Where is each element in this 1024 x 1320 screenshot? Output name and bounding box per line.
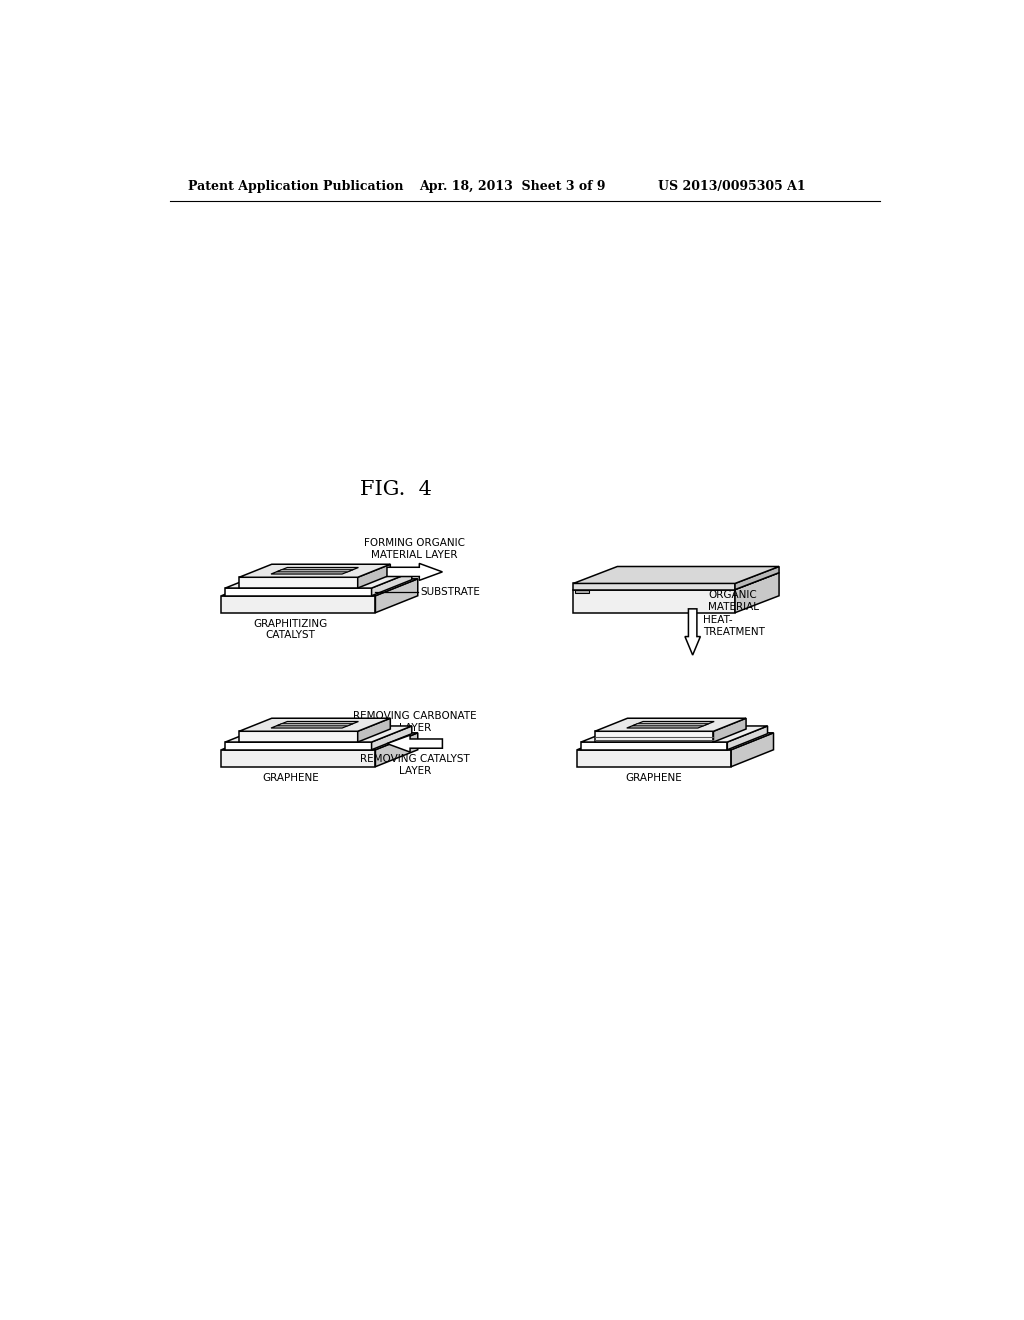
Polygon shape bbox=[595, 731, 714, 742]
Polygon shape bbox=[595, 718, 746, 731]
Polygon shape bbox=[372, 572, 412, 595]
Polygon shape bbox=[276, 570, 353, 572]
Text: FORMING ORGANIC
MATERIAL LAYER: FORMING ORGANIC MATERIAL LAYER bbox=[365, 539, 465, 560]
Text: REMOVING CARBONATE
LAYER: REMOVING CARBONATE LAYER bbox=[353, 711, 476, 733]
Polygon shape bbox=[376, 733, 418, 767]
Polygon shape bbox=[632, 723, 709, 726]
Polygon shape bbox=[240, 718, 390, 731]
Text: FIG.  4: FIG. 4 bbox=[360, 480, 432, 499]
Polygon shape bbox=[581, 726, 768, 742]
Polygon shape bbox=[271, 722, 358, 729]
Polygon shape bbox=[578, 733, 773, 750]
Polygon shape bbox=[387, 564, 442, 581]
Polygon shape bbox=[357, 718, 390, 742]
Text: GRAPHENE: GRAPHENE bbox=[626, 774, 683, 783]
Polygon shape bbox=[240, 564, 390, 577]
Polygon shape bbox=[573, 590, 735, 612]
Polygon shape bbox=[240, 577, 357, 589]
Text: Apr. 18, 2013  Sheet 3 of 9: Apr. 18, 2013 Sheet 3 of 9 bbox=[419, 181, 606, 194]
Text: HEAT-
TREATMENT: HEAT- TREATMENT bbox=[703, 615, 765, 636]
Polygon shape bbox=[225, 742, 372, 750]
Text: GRAPHENE: GRAPHENE bbox=[262, 774, 319, 783]
Polygon shape bbox=[581, 742, 727, 750]
Text: ORGANIC
MATERIAL: ORGANIC MATERIAL bbox=[708, 590, 759, 612]
Polygon shape bbox=[714, 718, 746, 742]
Text: US 2013/0095305 A1: US 2013/0095305 A1 bbox=[658, 181, 806, 194]
Polygon shape bbox=[573, 583, 735, 590]
Polygon shape bbox=[735, 573, 779, 612]
Polygon shape bbox=[727, 726, 768, 750]
Polygon shape bbox=[372, 726, 412, 750]
Polygon shape bbox=[573, 566, 779, 583]
Text: Patent Application Publication: Patent Application Publication bbox=[188, 181, 403, 194]
Text: GRAPHITIZING
CATALYST: GRAPHITIZING CATALYST bbox=[254, 619, 328, 640]
Polygon shape bbox=[221, 595, 376, 612]
Polygon shape bbox=[685, 609, 700, 655]
Polygon shape bbox=[221, 750, 376, 767]
Polygon shape bbox=[240, 731, 357, 742]
Polygon shape bbox=[221, 733, 418, 750]
Polygon shape bbox=[376, 579, 418, 612]
Polygon shape bbox=[271, 568, 358, 574]
Polygon shape bbox=[731, 733, 773, 767]
Text: REMOVING CATALYST
LAYER: REMOVING CATALYST LAYER bbox=[359, 755, 470, 776]
Polygon shape bbox=[387, 735, 442, 752]
Polygon shape bbox=[276, 723, 353, 726]
Polygon shape bbox=[735, 566, 779, 590]
Polygon shape bbox=[225, 726, 412, 742]
Polygon shape bbox=[225, 589, 372, 595]
Polygon shape bbox=[225, 572, 412, 589]
Polygon shape bbox=[221, 579, 418, 595]
Text: SUBSTRATE: SUBSTRATE bbox=[420, 587, 480, 597]
Polygon shape bbox=[578, 750, 731, 767]
Polygon shape bbox=[357, 564, 390, 589]
Polygon shape bbox=[627, 722, 714, 729]
Polygon shape bbox=[574, 590, 589, 594]
Polygon shape bbox=[573, 573, 779, 590]
